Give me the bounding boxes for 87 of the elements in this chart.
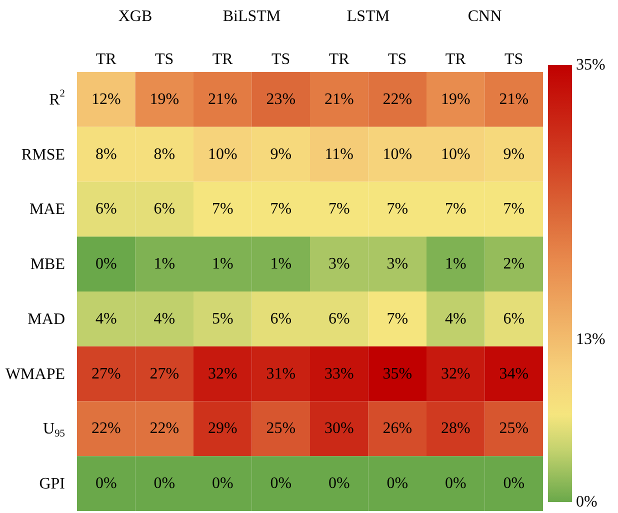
data-label: 6% <box>328 310 350 328</box>
data-label: 0% <box>386 475 408 492</box>
data-label: 11% <box>324 146 354 163</box>
data-label: 0% <box>503 475 525 492</box>
data-label: 9% <box>270 146 292 163</box>
y-tick-label: MAD <box>28 310 65 328</box>
data-label: 7% <box>212 200 234 218</box>
data-label: 23% <box>266 90 296 108</box>
data-label: 29% <box>208 420 238 438</box>
data-label: 7% <box>386 200 408 218</box>
data-label: 19% <box>440 90 470 108</box>
data-label: 10% <box>382 146 412 163</box>
data-label: 4% <box>154 310 176 328</box>
data-label: 27% <box>91 365 121 382</box>
data-label: 1% <box>154 256 176 273</box>
data-label: 8% <box>95 146 117 163</box>
data-label: 2% <box>503 256 525 273</box>
data-label: 0% <box>95 256 117 273</box>
data-label: 3% <box>328 256 350 273</box>
data-label: 35% <box>382 365 412 382</box>
data-label: 22% <box>150 420 180 438</box>
data-label: 21% <box>324 90 354 108</box>
data-label: 6% <box>503 310 525 328</box>
data-label: 7% <box>386 310 408 328</box>
data-label: 0% <box>154 475 176 492</box>
y-tick-label: RMSE <box>21 146 65 163</box>
data-label: 3% <box>386 256 408 273</box>
data-label: 7% <box>444 200 466 218</box>
data-label: 0% <box>444 475 466 492</box>
data-label: 25% <box>499 420 529 438</box>
data-label: 33% <box>324 365 354 382</box>
color-bar-label: 13% <box>576 331 606 348</box>
data-label: 32% <box>208 365 238 382</box>
y-tick-label: R$^{2}$ <box>49 88 65 108</box>
data-label: 7% <box>503 200 525 218</box>
y-tick-label: U$_{95}$ <box>43 420 65 440</box>
data-label: 1% <box>212 256 234 273</box>
data-label: 30% <box>324 420 354 438</box>
data-label: 0% <box>95 475 117 492</box>
data-label: 31% <box>266 365 296 382</box>
data-label: 12% <box>91 90 121 108</box>
data-label: 22% <box>382 90 412 108</box>
data-label: 21% <box>499 90 529 108</box>
y-tick-label: MBE <box>30 256 65 273</box>
data-label: 1% <box>444 256 466 273</box>
data-label: 0% <box>270 475 292 492</box>
x-tick-label: TS <box>388 51 407 68</box>
data-label: 22% <box>91 420 121 438</box>
text: BiLSTM <box>222 8 281 24</box>
x-tick-label: TS <box>155 51 174 68</box>
data-label: 25% <box>266 420 296 438</box>
x-tick-label: TR <box>96 51 117 68</box>
data-label: 21% <box>208 90 238 108</box>
x-tick-label: TR <box>212 51 234 68</box>
data-label: 10% <box>440 146 470 163</box>
color-bar-label: 0% <box>576 494 598 510</box>
x-tick-label: TR <box>328 51 350 68</box>
data-label: 0% <box>328 475 350 492</box>
data-label: 7% <box>328 200 350 218</box>
data-label: 1% <box>270 256 292 273</box>
x-tick-label: TR <box>445 51 466 68</box>
data-label: 4% <box>95 310 117 328</box>
data-label: 6% <box>154 200 176 218</box>
text: CNN <box>468 8 502 24</box>
data-label: 32% <box>440 365 470 382</box>
y-tick-label: GPI <box>39 475 65 492</box>
data-label: 28% <box>440 420 470 438</box>
text: LSTM <box>346 8 390 24</box>
data-label: 5% <box>212 310 234 328</box>
data-label: 0% <box>212 475 234 492</box>
y-tick-label: WMAPE <box>5 365 65 382</box>
color-bar-label: 35% <box>576 56 606 74</box>
x-tick-label: TS <box>504 51 524 68</box>
text: XGB <box>118 8 152 24</box>
data-label: 9% <box>503 146 525 163</box>
data-label: 10% <box>208 146 238 163</box>
data-label: 19% <box>150 90 180 108</box>
data-label: 4% <box>444 310 466 328</box>
data-label: 8% <box>154 146 176 163</box>
y-tick-label: MAE <box>29 200 65 218</box>
x-tick-label: TS <box>272 51 290 68</box>
data-label: 6% <box>270 310 292 328</box>
data-label: 27% <box>150 365 180 382</box>
data-label: 26% <box>382 420 412 438</box>
data-label: 6% <box>95 200 117 218</box>
data-label: 7% <box>270 200 292 218</box>
data-label: 34% <box>499 365 529 382</box>
